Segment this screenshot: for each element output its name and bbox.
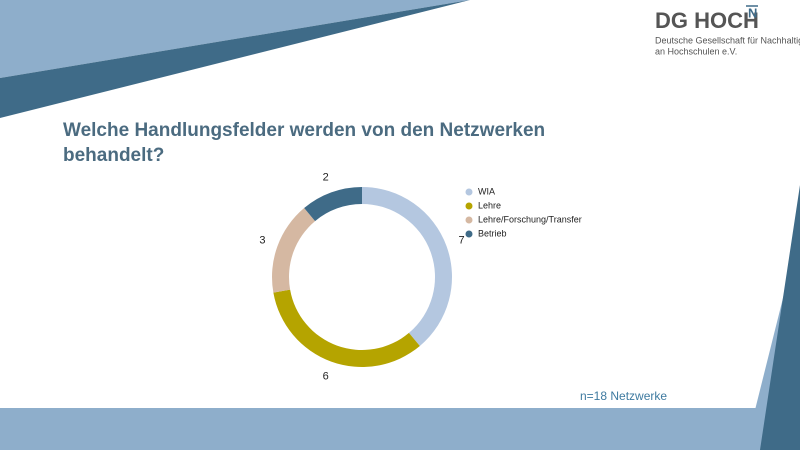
- legend-label: Betrieb: [478, 228, 507, 238]
- donut-segment: [362, 187, 453, 346]
- donut-segment: [304, 187, 362, 222]
- donut-segment: [273, 289, 420, 367]
- decoration: [0, 408, 800, 450]
- logo-mark: N: [748, 5, 757, 20]
- donut-segment: [272, 208, 316, 293]
- legend-label: Lehre/Forschung/Transfer: [478, 214, 582, 224]
- data-label: 6: [323, 371, 329, 383]
- legend-marker: [465, 230, 473, 238]
- logo-name: DG HOCH: [655, 8, 759, 33]
- logo-text: an Hochschulen e.V.: [655, 46, 737, 56]
- legend-marker: [465, 188, 473, 196]
- decoration: [0, 0, 470, 118]
- chart-title: Welche Handlungsfelder werden von den Ne…: [63, 120, 546, 166]
- logo-text: Deutsche Gesellschaft für Nachhaltigkeit: [655, 35, 800, 45]
- data-label: 3: [259, 235, 265, 247]
- legend-marker: [465, 202, 473, 210]
- data-label: 7: [459, 235, 465, 247]
- legend-label: WIA: [478, 186, 495, 196]
- annotation: n=18 Netzwerke: [580, 389, 667, 403]
- decoration: [760, 185, 800, 450]
- legend-marker: [465, 216, 473, 224]
- legend-label: Lehre: [478, 200, 501, 210]
- data-label: 2: [323, 171, 329, 183]
